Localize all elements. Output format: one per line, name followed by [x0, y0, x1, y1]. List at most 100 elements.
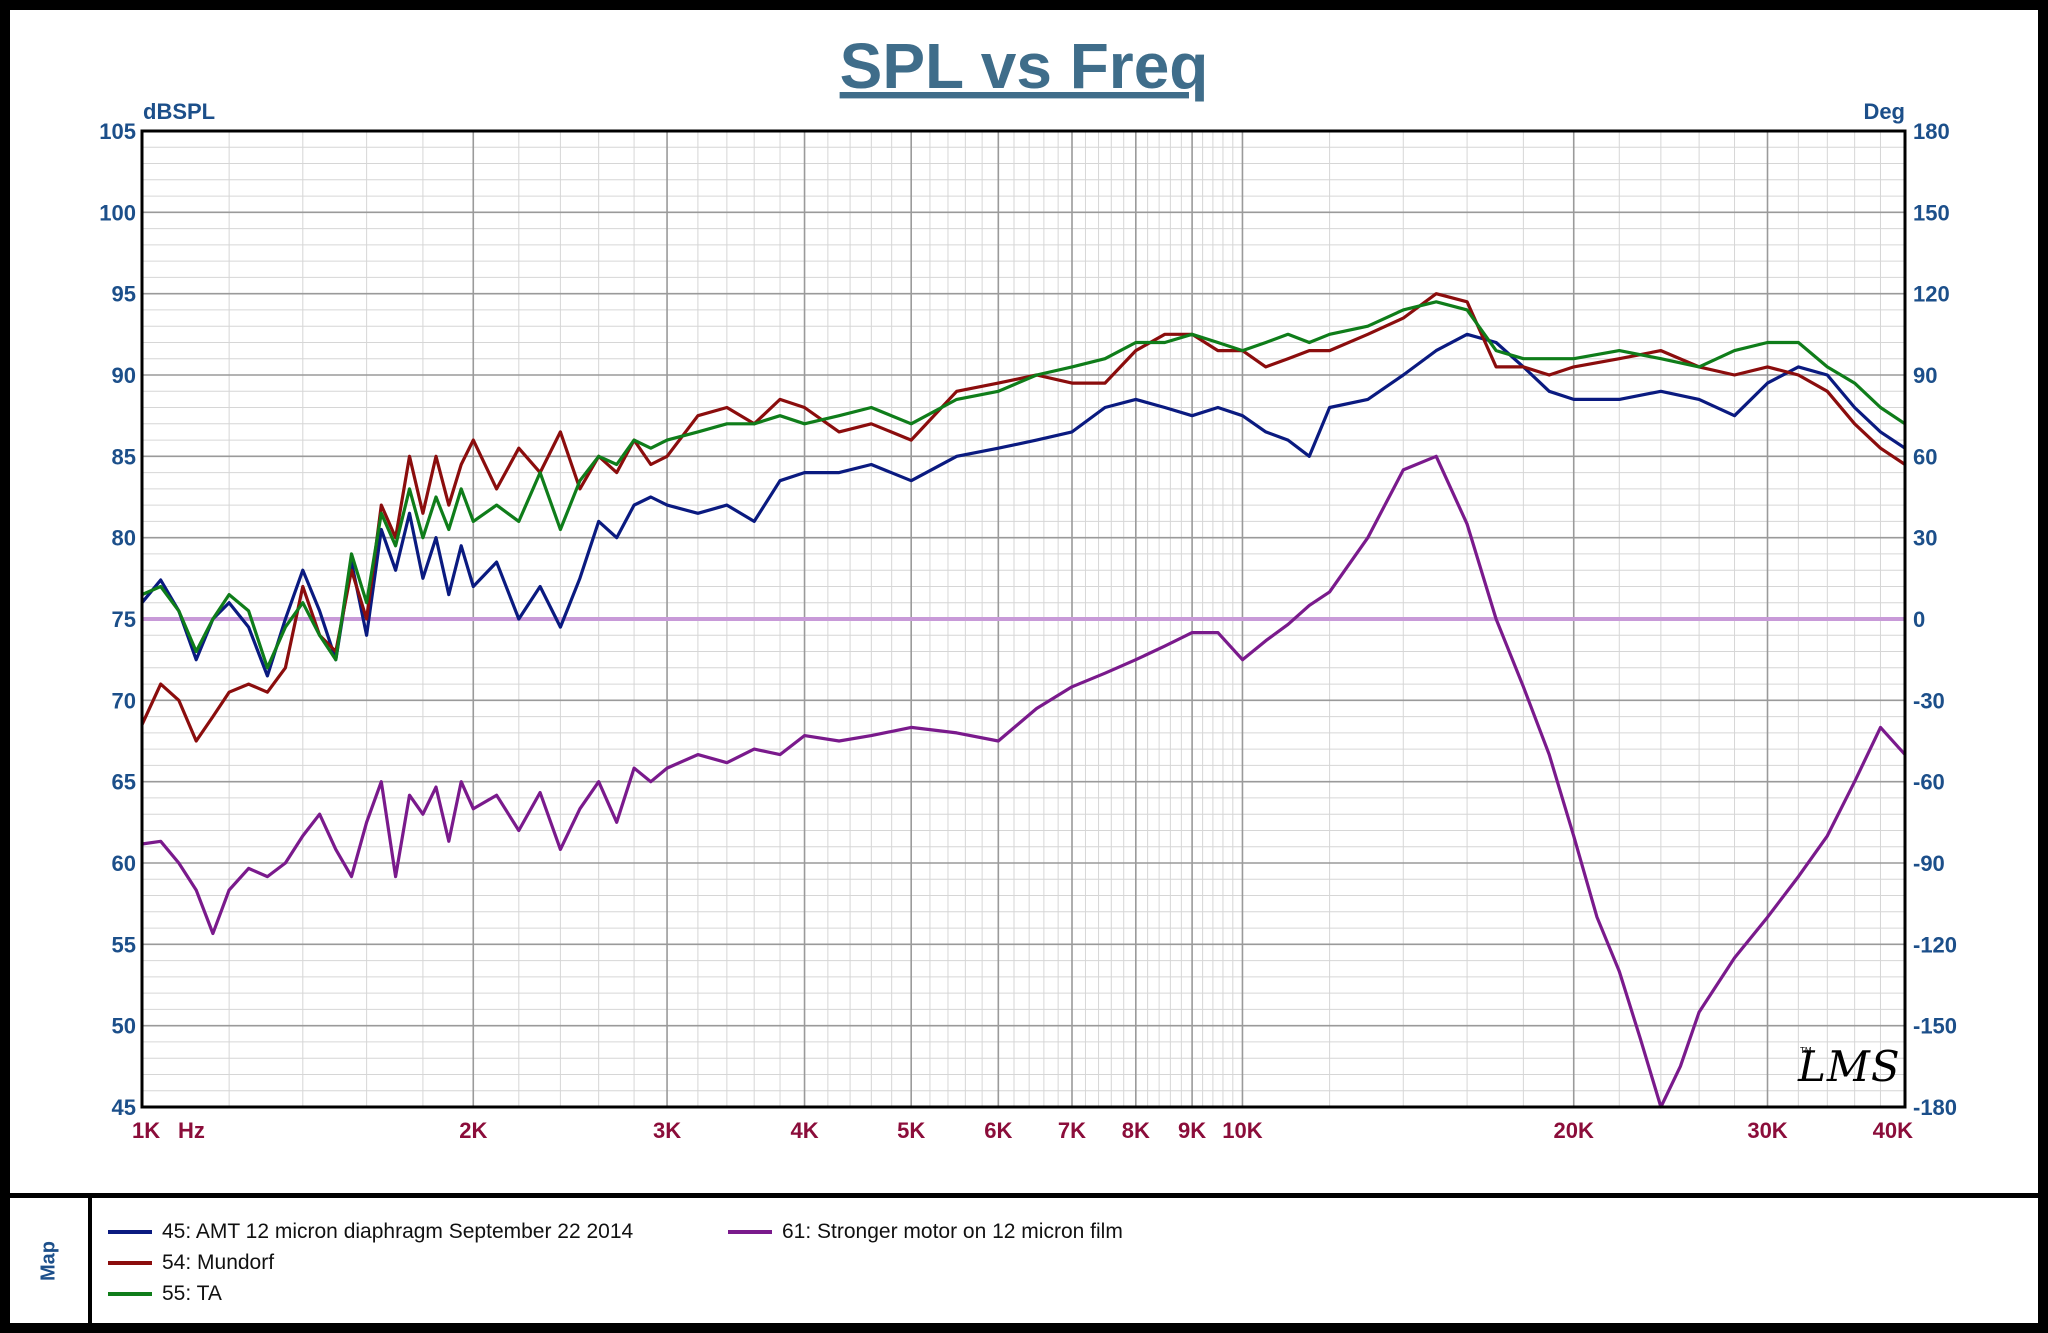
series-1-point [697, 414, 699, 417]
legend-entry-61[interactable]: 61: Stronger motor on 12 micron film [728, 1220, 1123, 1244]
series-3-point [1265, 639, 1267, 642]
series-3-point [838, 740, 840, 742]
series-2-point [1308, 341, 1311, 344]
series-2-point [284, 626, 287, 628]
y-tick-right-label: -120 [1913, 932, 1957, 957]
legend-label-61: 61: Stronger motor on 12 micron film [782, 1220, 1123, 1243]
series-1-point [422, 512, 424, 515]
series-0-point [435, 536, 437, 539]
series-2-point [460, 488, 463, 490]
series-2-point [955, 398, 958, 401]
map-strip[interactable]: Map [10, 1198, 92, 1323]
series-2-point [1572, 357, 1575, 360]
lms-watermark: LMS [1798, 1042, 1901, 1091]
series-3-point [1826, 835, 1829, 837]
series-0-point [579, 577, 581, 580]
series-0-point [1466, 333, 1468, 336]
series-2-point [1879, 406, 1882, 409]
series-0-point [495, 561, 498, 563]
series-3-point [1241, 658, 1244, 661]
series-1-point [212, 715, 214, 718]
series-2-point [997, 390, 1000, 393]
series-0-point [302, 569, 304, 571]
series-2-point [318, 634, 321, 637]
y-tick-right-label: 30 [1913, 526, 1937, 551]
series-1-point [1435, 292, 1437, 295]
series-2-point [1660, 357, 1662, 360]
series-1-point [266, 691, 269, 693]
series-2-point [1548, 357, 1550, 360]
legend-entry-45[interactable]: 45: AMT 12 micron diaphragm September 22… [108, 1220, 633, 1244]
series-1-point [435, 455, 437, 458]
series-2-point [1071, 366, 1073, 368]
series-2-point [910, 423, 912, 425]
series-3-point [1104, 672, 1106, 674]
series-3-point [779, 753, 781, 756]
series-3-point [302, 835, 304, 837]
series-1-point [1265, 366, 1267, 368]
series-3-point [247, 867, 250, 870]
series-0-point [159, 579, 162, 581]
series-2-point [495, 504, 498, 506]
series-3-point [910, 726, 912, 729]
series-3-point [460, 780, 463, 783]
series-2-point [1241, 349, 1244, 352]
series-line-2 [141, 300, 1906, 670]
y-tick-right-label: 120 [1913, 282, 1950, 307]
legend-entry-55[interactable]: 55: TA [108, 1282, 222, 1306]
series-2-point [1164, 341, 1166, 344]
chart-title: SPL vs Freq [840, 30, 1209, 102]
series-1-point [365, 618, 368, 620]
series-1-point [518, 447, 520, 450]
legend-entry-54[interactable]: 54: Mundorf [108, 1251, 274, 1275]
series-0-point [1104, 406, 1106, 409]
series-3-point [266, 875, 269, 878]
series-2-point [559, 528, 562, 531]
series-1-point [955, 390, 958, 393]
series-3-point [870, 734, 873, 737]
series-3-point [650, 780, 652, 783]
legend-label-45: 45: AMT 12 micron diaphragm September 22… [162, 1220, 634, 1243]
series-3-point [1679, 1065, 1682, 1068]
series-3-point [472, 808, 475, 810]
series-1-point [1660, 349, 1662, 352]
series-3-point [539, 791, 541, 794]
series-1-point [1328, 349, 1331, 352]
y-tick-left-label: 90 [112, 363, 136, 388]
series-0-point [1572, 398, 1575, 401]
series-0-point [1135, 398, 1137, 401]
series-0-point [1853, 406, 1856, 409]
x-tick-label: 2K [459, 1118, 487, 1143]
series-3-point [1191, 631, 1193, 634]
series-3-point [1308, 604, 1311, 607]
series-2-point [435, 496, 437, 498]
series-2-point [1367, 325, 1369, 328]
series-1-point [559, 431, 562, 433]
series-0-point [284, 618, 287, 620]
series-3-point [753, 748, 755, 750]
legend-panel: Map 45: AMT 12 micron diaphragm Septembe… [10, 1193, 2038, 1323]
series-1-point [195, 740, 197, 742]
y-tick-left-label: 45 [112, 1095, 136, 1120]
y-tick-left-label: 55 [112, 932, 136, 957]
series-2-point [615, 463, 618, 466]
series-3-point [1797, 875, 1800, 878]
series-0-point [448, 593, 450, 596]
series-0-point [1826, 374, 1829, 376]
legend-swatch-61 [728, 1230, 772, 1234]
series-1-point [1618, 357, 1621, 360]
series-2-point [247, 610, 250, 612]
series-1-point [666, 455, 668, 458]
series-2-point [1035, 374, 1038, 376]
x-tick-label: 6K [984, 1118, 1012, 1143]
series-0-point [1367, 398, 1369, 401]
y-tick-right-label: -90 [1913, 851, 1945, 876]
series-1-point [247, 683, 250, 685]
x-tick-label: 20K [1554, 1118, 1594, 1143]
x-tick-label: 4K [790, 1118, 818, 1143]
y-tick-left-label: 70 [112, 688, 136, 713]
series-1-point [1308, 349, 1311, 352]
series-3-point [284, 862, 287, 864]
y-tick-left-label: 100 [99, 200, 136, 225]
series-2-point [753, 423, 755, 425]
